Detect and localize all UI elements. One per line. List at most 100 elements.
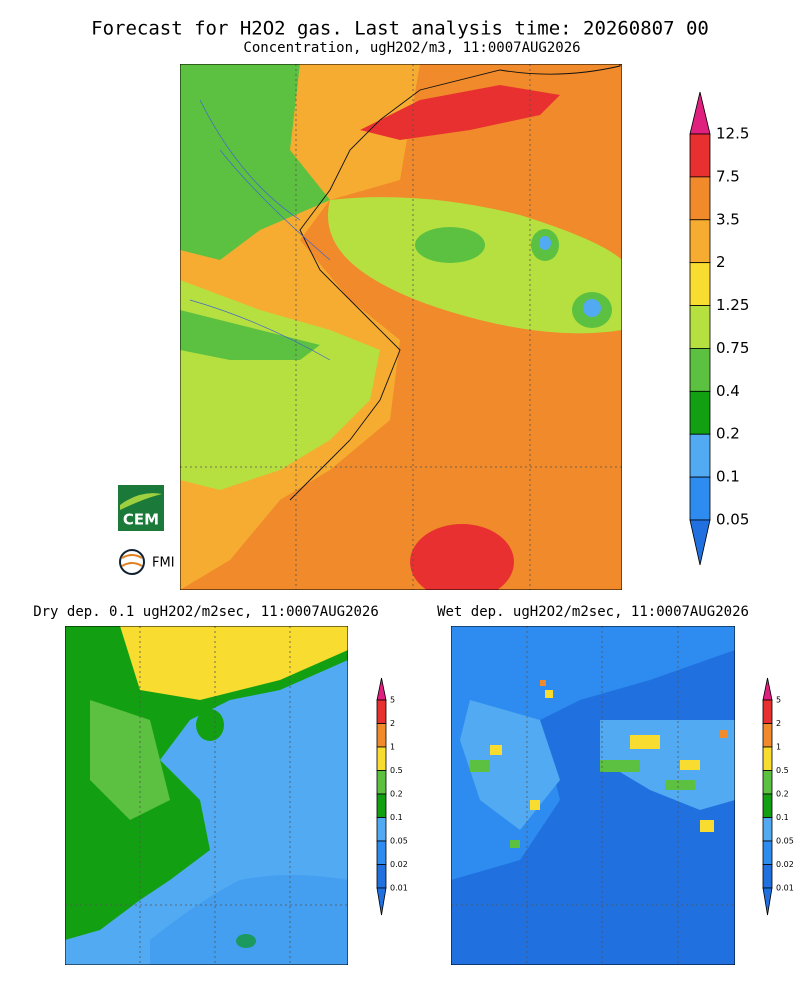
title: Forecast for H2O2 gas. Last analysis tim…	[91, 18, 709, 40]
map-shape	[490, 690, 714, 832]
cem-label: CEM	[123, 511, 159, 529]
colorbar-label: 0.1	[776, 813, 789, 822]
colorbar-label: 0.2	[716, 425, 740, 443]
map-shape	[118, 485, 164, 531]
map-shape	[90, 700, 170, 820]
map-shape	[410, 524, 514, 590]
colorbar-box	[376, 793, 387, 818]
colorbar-box	[689, 348, 711, 392]
colorbar-box	[762, 723, 773, 748]
colorbar-label: 0.5	[776, 766, 789, 775]
map-shape	[180, 310, 320, 360]
subtitle: Concentration, ugH2O2/m3, 11:0007AUG2026	[243, 40, 580, 56]
colorbar-label: 0.05	[716, 511, 749, 529]
colorbar-box	[689, 305, 711, 349]
colorbar-label: 0.75	[716, 339, 749, 357]
map-shape	[189, 99, 331, 361]
map-shape	[700, 820, 714, 832]
subtitle: Dry dep. 0.1 ugH2O2/m2sec, 11:0007AUG202…	[33, 604, 379, 620]
colorbar-label: 7.5	[716, 167, 740, 185]
cem-logo: CEM	[118, 485, 164, 531]
map-shape	[530, 800, 540, 810]
colorbar-box	[376, 746, 387, 771]
colorbar-label: 2	[390, 719, 395, 728]
map-shape	[539, 236, 551, 250]
map-shape	[600, 760, 640, 772]
colorbar-box	[689, 219, 711, 264]
colorbar-box	[762, 746, 773, 771]
colorbar-label: 2	[716, 253, 726, 271]
map-wet	[451, 626, 735, 965]
map-shape	[65, 626, 348, 965]
colorbar-label: 1.25	[716, 296, 749, 314]
colorbar-label: 0.01	[390, 884, 408, 893]
map-shape	[119, 549, 145, 575]
colorbar-box	[689, 433, 711, 478]
colorbar-label: 0.4	[716, 382, 740, 400]
colorbar-label: 1	[390, 743, 395, 752]
colorbar-box	[689, 133, 711, 178]
colorbar-label: 0.05	[776, 837, 794, 846]
map-shape	[65, 626, 348, 940]
map-shape	[545, 690, 553, 698]
colorbar-box	[762, 793, 773, 818]
colorbar-box	[762, 770, 773, 795]
map-shape	[121, 554, 143, 567]
map-shape	[180, 64, 621, 501]
map-shape	[150, 875, 348, 965]
map-shape	[360, 85, 560, 140]
colorbar-cap	[762, 887, 773, 916]
map-shape	[510, 840, 520, 848]
colorbar-label: 0.01	[776, 884, 794, 893]
colorbar-box	[376, 723, 387, 748]
map-shape	[583, 299, 601, 317]
map-shape	[415, 227, 485, 263]
map-dry	[65, 626, 348, 965]
colorbar-box	[376, 770, 387, 795]
map-shape	[490, 745, 502, 755]
map-shape	[630, 735, 660, 749]
map-main	[180, 64, 622, 590]
map-shape	[680, 760, 700, 770]
colorbar-label: 0.2	[390, 790, 403, 799]
colorbar-cap	[376, 887, 387, 916]
map-shape	[665, 780, 695, 790]
colorbar-label: 12.5	[716, 125, 749, 143]
colorbar-label: 5	[776, 696, 781, 705]
map-shape	[540, 680, 728, 738]
map-shape	[65, 626, 348, 965]
colorbar-label: 2	[776, 719, 781, 728]
colorbar-label: 5	[390, 696, 395, 705]
map-shape	[120, 626, 348, 700]
colorbar-box	[762, 699, 773, 724]
fmi-logo: FMI	[119, 549, 175, 575]
colorbar-box	[762, 817, 773, 842]
map-shape	[540, 680, 546, 686]
map-shape	[180, 64, 622, 590]
subtitle: Wet dep. ugH2O2/m2sec, 11:0007AUG2026	[437, 604, 749, 620]
colorbar-box	[376, 864, 387, 889]
colorbar-label: 3.5	[716, 210, 740, 228]
colorbar-box	[689, 262, 711, 306]
colorbar-label: 0.1	[390, 813, 403, 822]
map-shape	[180, 64, 622, 590]
colorbar-box	[762, 864, 773, 889]
colorbar-label: 0.5	[390, 766, 403, 775]
colorbar-box	[376, 840, 387, 865]
map-shape	[451, 626, 735, 965]
fmi-label: FMI	[152, 556, 175, 571]
colorbar-label: 0.05	[390, 837, 408, 846]
colorbar-cap	[376, 677, 387, 701]
map-shape	[196, 709, 224, 741]
colorbar-cap	[689, 91, 711, 135]
colorbar-box	[689, 476, 711, 521]
colorbar-label: 0.1	[716, 468, 740, 486]
colorbar-box	[376, 699, 387, 724]
map-shape	[470, 760, 695, 848]
colorbar-label: 1	[776, 743, 781, 752]
colorbar-box	[762, 840, 773, 865]
map-shape	[236, 934, 256, 948]
colorbar-label: 0.02	[776, 860, 794, 869]
colorbar-box	[689, 176, 711, 221]
